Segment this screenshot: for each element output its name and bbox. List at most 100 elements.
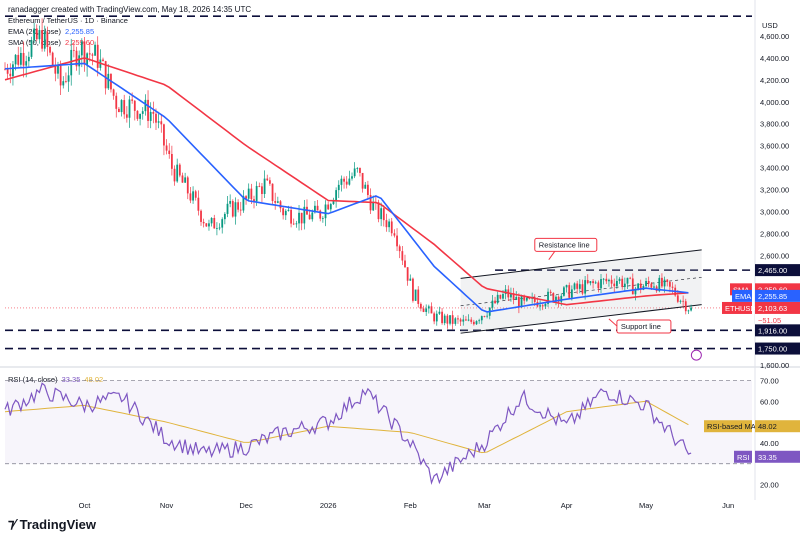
- candle-body: [687, 310, 690, 312]
- candle-body: [653, 286, 655, 288]
- candle-body: [33, 28, 36, 41]
- candle-body: [292, 223, 295, 225]
- candle-body: [451, 315, 454, 324]
- x-tick-label: Mar: [478, 501, 491, 510]
- candle-body: [515, 297, 518, 300]
- candle-body: [462, 319, 465, 322]
- rsi-tick-label: 60.00: [760, 397, 779, 406]
- candle-body: [263, 178, 266, 194]
- created-by-text: ranadagger created with TradingView.com,…: [8, 5, 252, 14]
- candle-body: [303, 206, 306, 224]
- candle-body: [618, 278, 621, 281]
- candle-body: [186, 177, 189, 194]
- candle-body: [690, 307, 692, 311]
- level-mid-tag-text: 1,916.00: [758, 326, 787, 335]
- candle-body: [216, 227, 218, 229]
- candle-body: [43, 31, 46, 49]
- candle-body: [425, 308, 428, 312]
- candle-body: [682, 300, 685, 302]
- tradingview-brand[interactable]: ⁊⁄ TradingView: [8, 516, 96, 532]
- resistance-callout-box: [534, 237, 598, 252]
- candle-body: [457, 318, 459, 320]
- candle-body: [398, 246, 401, 252]
- ema-legend-value: 2,255.85: [64, 27, 95, 36]
- candle-body: [178, 164, 181, 176]
- candle-body: [647, 280, 650, 284]
- candle-body: [128, 99, 131, 118]
- rsi-pane: [4, 380, 752, 486]
- candle-body: [6, 69, 9, 74]
- candle-body: [650, 283, 653, 288]
- candle-body: [284, 210, 287, 216]
- candle-body: [422, 308, 425, 312]
- candle-body: [200, 210, 202, 222]
- rsi-legend[interactable]: RSI (14, close) 33.35 48.02: [8, 375, 103, 384]
- candle-body: [486, 315, 489, 317]
- candle-body: [94, 44, 96, 56]
- x-tick-label: Jun: [722, 501, 734, 510]
- indicator-lines: [4, 57, 689, 313]
- price-tick-label: 1,600.00: [760, 361, 789, 370]
- candle-body: [41, 30, 43, 49]
- candle-body: [586, 280, 589, 284]
- rsi-ma-value-tag-bg: [755, 420, 800, 433]
- candle-body: [351, 176, 353, 179]
- candle-body: [261, 186, 263, 194]
- candle-body: [616, 280, 618, 287]
- candle-body: [541, 305, 544, 307]
- candle-body: [433, 313, 436, 322]
- candle-body: [35, 28, 38, 40]
- candle-body: [412, 278, 414, 301]
- candle-body: [510, 293, 512, 298]
- candle-body: [555, 296, 557, 302]
- candle-body: [332, 200, 335, 205]
- candle-body: [67, 75, 70, 82]
- x-tick-label: May: [639, 501, 653, 510]
- candle-body: [382, 208, 385, 221]
- symbol-change-tag-text: −51.05: [758, 316, 781, 325]
- candle-body: [454, 318, 457, 324]
- price-tick-label: 2,800.00: [760, 229, 789, 238]
- candle-body: [552, 292, 555, 302]
- candle-body: [684, 301, 687, 312]
- rsi-axis-label-text: RSI: [737, 453, 750, 462]
- candle-body: [380, 208, 383, 220]
- resistance-callout-arrow: [548, 251, 556, 260]
- x-tick-label: Dec: [239, 501, 253, 510]
- candle-body: [253, 199, 255, 202]
- candle-body: [276, 201, 279, 203]
- candle-body: [96, 44, 99, 68]
- candle-body: [372, 201, 375, 211]
- ema-axis-label-text: EMA: [735, 292, 751, 301]
- candle-body: [210, 217, 213, 224]
- price-tags: 2,465.00 SMA 2,259.60 EMA 2,255.85 ETHUSDT2,1…: [704, 264, 800, 463]
- candle-body: [528, 297, 531, 299]
- symbol-axis-label: ETHUSDT: [722, 301, 761, 314]
- price-tick-label: 3,200.00: [760, 186, 789, 195]
- candle-body: [168, 150, 171, 155]
- support-callout-text: Support line: [621, 322, 661, 331]
- candle-body: [377, 202, 380, 220]
- candle-body: [38, 30, 41, 40]
- candle-body: [600, 279, 602, 289]
- rsi-value-tag-text: 33.35: [758, 453, 777, 462]
- candle-body: [525, 297, 528, 301]
- candle-body: [319, 210, 322, 219]
- candle-body: [245, 196, 247, 199]
- candle-body: [576, 283, 579, 289]
- candle-body: [465, 319, 467, 321]
- symbol-legend: Ethereum / TetherUS · 1D · Binance: [8, 16, 128, 25]
- rsi-tick-label: 70.00: [760, 376, 779, 385]
- candle-body: [231, 201, 234, 217]
- candle-body: [107, 73, 110, 89]
- symbol-price-tag-bg: [755, 301, 800, 314]
- candle-body: [435, 313, 438, 322]
- symbol-axis-label-text: ETHUSDT: [725, 304, 761, 313]
- candle-body: [406, 267, 409, 281]
- ema-value-tag-text: 2,255.85: [758, 292, 787, 301]
- candle-body: [390, 221, 393, 234]
- level-mid-tag-bg: [755, 324, 800, 337]
- candle-body: [679, 300, 682, 302]
- candle-body: [120, 100, 123, 113]
